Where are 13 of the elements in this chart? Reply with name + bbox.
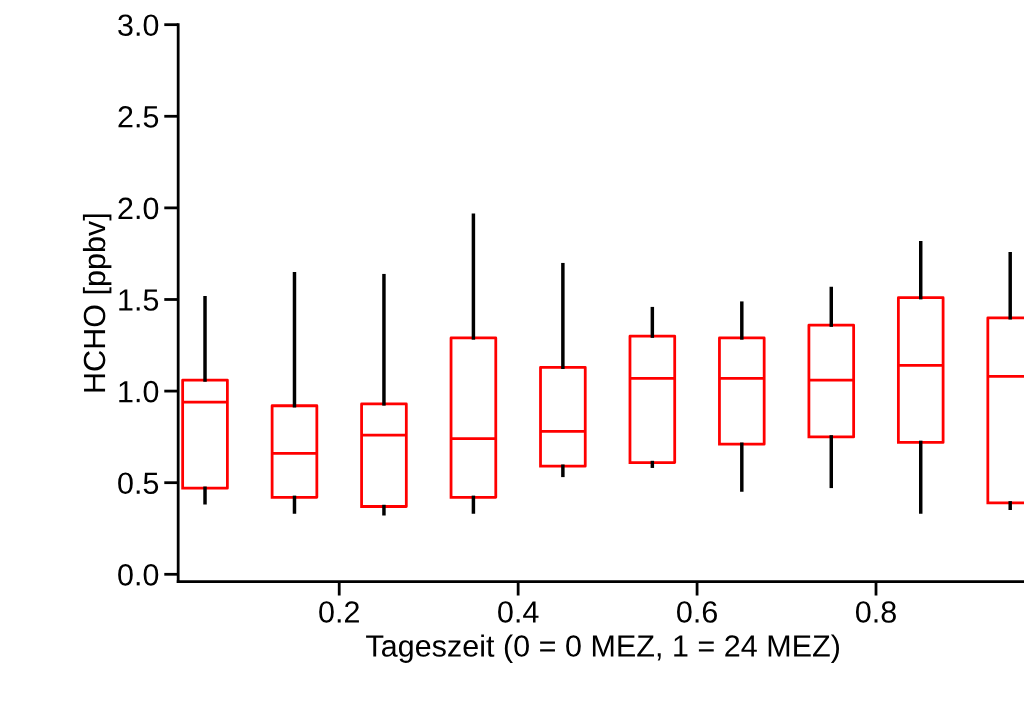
y-tick-label: 0.5	[118, 472, 159, 495]
y-tick-label: 1.5	[119, 289, 159, 311]
y-axis-title: HCHO [ppbv]	[82, 214, 112, 392]
x-tick-label: 0.8	[855, 601, 896, 623]
y-tick-label: 3.0	[118, 14, 159, 37]
x-axis-title: Tageszeit (0 = 0 MEZ, 1 = 24 MEZ)	[366, 634, 839, 663]
y-tick-label: 1.0	[119, 380, 159, 403]
y-tick-label: 2.0	[118, 197, 159, 220]
x-tick-label: 0.2	[319, 601, 359, 623]
x-tick-label: 0.6	[677, 601, 717, 623]
y-tick-label: 0.0	[118, 564, 159, 586]
y-tick-label: 2.5	[118, 106, 159, 128]
x-tick-label: 0.4	[498, 601, 539, 623]
